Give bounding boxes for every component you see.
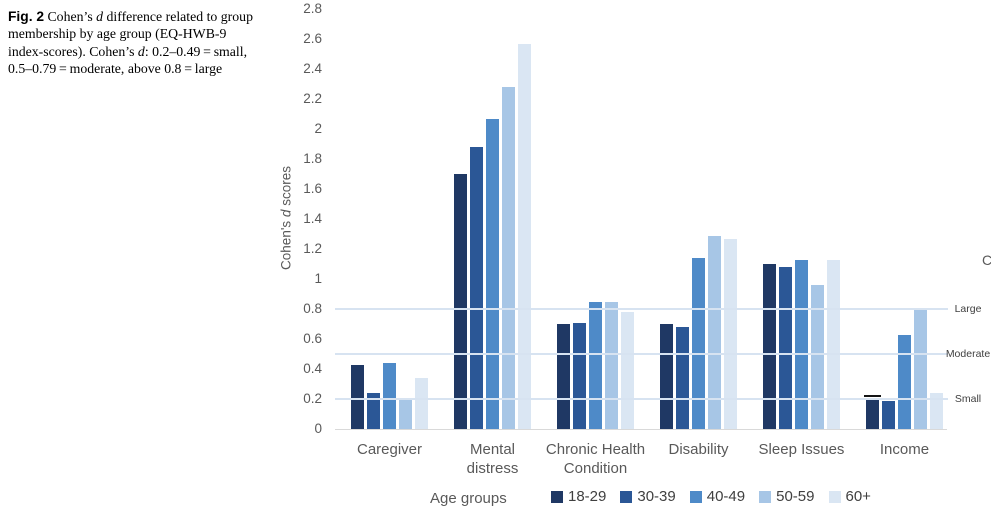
legend-item-18-29: 18-29 [551, 488, 607, 505]
x-category-label: Income [879, 441, 930, 458]
bar-chronic-health-50-59 [605, 301, 618, 429]
bar-income-18-29 [866, 397, 879, 429]
bar-chronic-health-60+ [621, 312, 634, 429]
bar-disability-40-49 [692, 258, 705, 429]
bar-disability-60+ [724, 238, 737, 429]
bar-disability-30-39 [676, 327, 689, 429]
caption-italic-d-1: d [96, 9, 104, 24]
legend-label-18-29: 18-29 [568, 488, 607, 505]
y-tick-label: 2.2 [303, 91, 322, 106]
bar-chronic-health-18-29 [557, 324, 570, 429]
legend-item-60+: 60+ [828, 488, 871, 505]
reference-line-small [335, 398, 948, 400]
legend-swatch-30-39 [620, 491, 633, 503]
caption-italic-d-2: d [137, 43, 145, 59]
caption-text-3: : 0.2–0.49 = small, 0.5–0.79 = moderate,… [8, 43, 248, 77]
y-tick-label: 1.8 [303, 151, 322, 166]
annotation-dash-cap [864, 395, 881, 397]
clipped-edge-glyph: C [982, 252, 991, 268]
y-tick-label: 2.6 [303, 31, 322, 46]
bar-income-60+ [930, 393, 943, 429]
bar-sleep-issues-30-39 [779, 267, 792, 429]
bar-chronic-health-40-49 [589, 301, 602, 429]
x-category-label: Caregiver [356, 441, 423, 458]
bar-mental-60+ [518, 43, 531, 429]
legend-label-40-49: 40-49 [706, 488, 746, 505]
bar-mental-18-29 [454, 174, 467, 429]
y-tick-label: 0.6 [303, 331, 322, 346]
reference-line-large [335, 308, 948, 310]
y-tick-label: 0.2 [303, 391, 322, 406]
y-tick-label: 2 [314, 121, 322, 136]
bar-caregiver-60+ [415, 378, 428, 429]
legend-swatch-18-29 [551, 491, 563, 503]
clipped-edge-character: C [982, 252, 991, 270]
bar-disability-18-29 [660, 324, 673, 429]
bar-sleep-issues-50-59 [811, 285, 824, 429]
bar-income-40-49 [898, 334, 911, 429]
y-tick-label: 0 [314, 421, 322, 436]
y-tick-label: 1.2 [303, 241, 322, 256]
legend-label-50-59: 50-59 [776, 488, 815, 505]
bar-income-30-39 [882, 400, 895, 429]
x-axis-line [335, 429, 947, 430]
legend-title: Age groups [430, 490, 507, 507]
legend-swatch-60+ [828, 491, 841, 503]
legend-item-30-39: 30-39 [620, 488, 676, 505]
x-category-label: Chronic Health Condition [545, 441, 646, 477]
y-tick-label: 1 [314, 271, 322, 286]
x-category-label: Mental distress [466, 441, 519, 477]
bar-chronic-health-30-39 [573, 322, 586, 429]
bar-caregiver-40-49 [383, 363, 396, 429]
legend-swatch-50-59 [759, 491, 772, 503]
reference-label-moderate: Moderate [945, 348, 991, 360]
bar-mental-40-49 [486, 118, 499, 429]
bar-sleep-issues-60+ [827, 259, 840, 429]
reference-line-moderate [335, 353, 948, 355]
legend-item-40-49: 40-49 [689, 488, 746, 505]
reference-label-small: Small [954, 393, 982, 405]
y-tick-label: 2.4 [303, 61, 322, 76]
x-category-label: Sleep Issues [758, 441, 845, 458]
bar-mental-50-59 [502, 87, 515, 429]
caption-text-2: difference related to group membership b… [8, 9, 253, 59]
bar-sleep-issues-18-29 [763, 264, 776, 429]
figure-label: Fig. 2 [8, 9, 45, 24]
bar-disability-50-59 [708, 235, 721, 429]
legend-label-30-39: 30-39 [637, 488, 676, 505]
y-tick-label: 1.4 [303, 211, 322, 226]
legend-swatch-40-49 [689, 491, 702, 503]
bar-income-50-59 [914, 309, 927, 429]
y-tick-label: 1.6 [303, 181, 322, 196]
bar-sleep-issues-40-49 [795, 259, 808, 429]
x-category-label: Disability [668, 441, 729, 458]
legend: 18-29 30-39 40-49 50-59 60+ [551, 488, 871, 505]
bar-caregiver-18-29 [351, 364, 364, 429]
bar-caregiver-30-39 [367, 393, 380, 429]
y-tick-label: 0.4 [303, 361, 322, 376]
legend-label-60+: 60+ [845, 488, 871, 505]
figure-caption: Fig. 2 Cohen’s d difference related to g… [8, 8, 254, 78]
bar-caregiver-50-59 [399, 397, 412, 429]
reference-label-large: Large [954, 303, 982, 315]
caption-text-1: Cohen’s [44, 9, 97, 24]
y-tick-label: 0.8 [303, 301, 322, 316]
y-tick-label: 2.8 [303, 1, 322, 16]
bar-mental-30-39 [470, 147, 483, 429]
legend-item-50-59: 50-59 [759, 488, 815, 505]
